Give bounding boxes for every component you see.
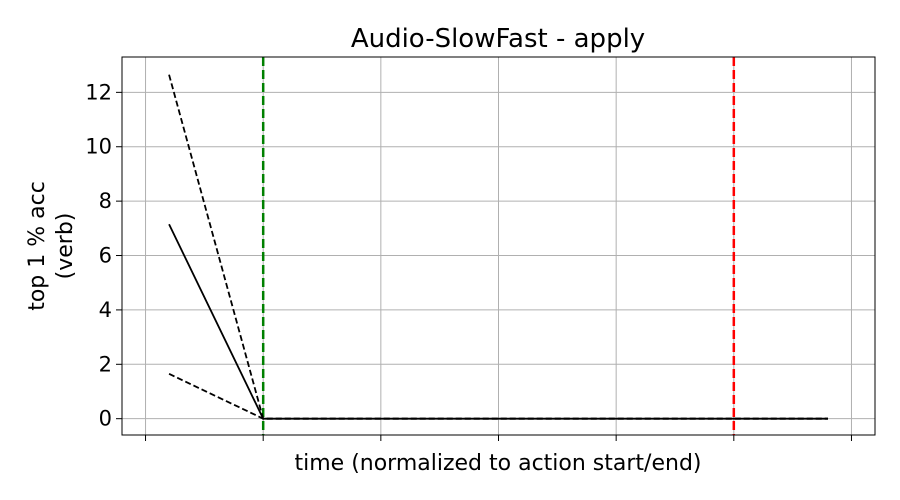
y-axis-label-line-1: top 1 % acc xyxy=(25,181,50,311)
series-line-3 xyxy=(168,372,828,420)
grid xyxy=(122,57,875,435)
y-tick-label: 4 xyxy=(99,298,112,322)
y-tick-label: 10 xyxy=(85,135,112,159)
y-tick-label: 0 xyxy=(99,407,112,431)
x-axis-label: time (normalized to action start/end) xyxy=(295,451,702,476)
chart-title: Audio-SlowFast - apply xyxy=(351,24,645,54)
y-axis-label-line-2: (verb) xyxy=(53,213,78,280)
x-axis xyxy=(145,435,852,441)
y-tick-label: 12 xyxy=(85,80,112,104)
y-tick-label: 8 xyxy=(99,189,112,213)
series-group xyxy=(168,74,828,420)
y-tick-label: 6 xyxy=(99,244,112,268)
reference-lines xyxy=(261,57,736,435)
y-tick-label: 2 xyxy=(99,352,112,376)
y-axis: 0 2 4 6 8 10 12 xyxy=(85,80,122,431)
